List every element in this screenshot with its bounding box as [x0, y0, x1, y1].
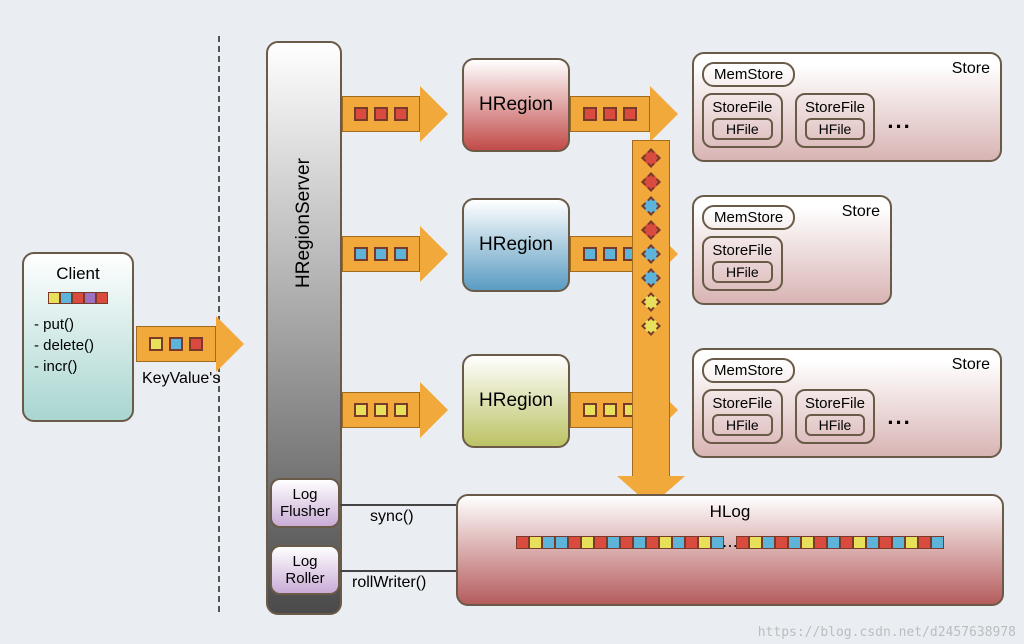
hregion-box-1: HRegion [462, 58, 570, 152]
storefile-box: StoreFile HFile [795, 389, 876, 444]
ellipsis: ... [887, 404, 911, 430]
store-title: Store [952, 60, 990, 78]
memstore-label: MemStore [702, 358, 795, 383]
hregion-label: HRegion [479, 390, 553, 412]
vertical-arrow [632, 140, 670, 480]
hlog-title: HLog [710, 502, 751, 522]
sync-line [340, 504, 456, 506]
hregion-box-2: HRegion [462, 198, 570, 292]
store-title: Store [952, 356, 990, 374]
log-flusher-l2: Flusher [280, 503, 330, 520]
memstore-label: MemStore [702, 205, 795, 230]
store-box-3: Store MemStore StoreFile HFile StoreFile… [692, 348, 1002, 458]
store-box-2: Store MemStore StoreFile HFile [692, 195, 892, 305]
client-method: - incr() [34, 358, 77, 375]
arrow-client-server [136, 316, 244, 372]
log-roller-l2: Roller [285, 570, 324, 587]
hfile-label: HFile [805, 414, 866, 436]
arrow-to-region-1 [342, 86, 448, 142]
sync-label: sync() [370, 508, 414, 526]
arrow-to-region-3 [342, 382, 448, 438]
log-roller-box: Log Roller [270, 545, 340, 595]
hregion-label: HRegion [479, 234, 553, 256]
storefile-box: StoreFile HFile [702, 93, 783, 148]
client-title: Client [56, 264, 99, 284]
client-kv-bar [48, 292, 108, 304]
store-title: Store [842, 203, 880, 221]
storefile-box: StoreFile HFile [702, 236, 783, 291]
log-flusher-l1: Log [292, 486, 317, 503]
storefile-label: StoreFile [805, 395, 865, 412]
hfile-label: HFile [805, 118, 866, 140]
storefile-box: StoreFile HFile [795, 93, 876, 148]
hregion-label: HRegion [479, 94, 553, 116]
hlog-bar: ⋯ [516, 536, 944, 556]
hlog-box: HLog ⋯ [456, 494, 1004, 606]
hregionserver-title: HRegionServer [293, 158, 315, 288]
storefile-label: StoreFile [712, 242, 772, 259]
arrow-to-region-2 [342, 226, 448, 282]
memstore-label: MemStore [702, 62, 795, 87]
hfile-label: HFile [712, 414, 773, 436]
storefile-label: StoreFile [805, 99, 865, 116]
client-method: - delete() [34, 337, 94, 354]
keyvalue-label: KeyValue's [142, 370, 220, 388]
rollwriter-line [340, 570, 456, 572]
arrow-to-store-1 [570, 86, 678, 142]
watermark: https://blog.csdn.net/d2457638978 [758, 625, 1016, 640]
client-box: Client - put() - delete() - incr() [22, 252, 134, 422]
storefile-label: StoreFile [712, 99, 772, 116]
log-flusher-box: Log Flusher [270, 478, 340, 528]
hregionserver-box: HRegionServer [266, 41, 342, 615]
ellipsis: ... [887, 108, 911, 134]
hregion-box-3: HRegion [462, 354, 570, 448]
client-method: - put() [34, 316, 74, 333]
storefile-label: StoreFile [712, 395, 772, 412]
storefile-box: StoreFile HFile [702, 389, 783, 444]
rollwriter-label: rollWriter() [352, 574, 426, 592]
log-roller-l1: Log [292, 553, 317, 570]
hfile-label: HFile [712, 261, 773, 283]
hfile-label: HFile [712, 118, 773, 140]
store-box-1: Store MemStore StoreFile HFile StoreFile… [692, 52, 1002, 162]
